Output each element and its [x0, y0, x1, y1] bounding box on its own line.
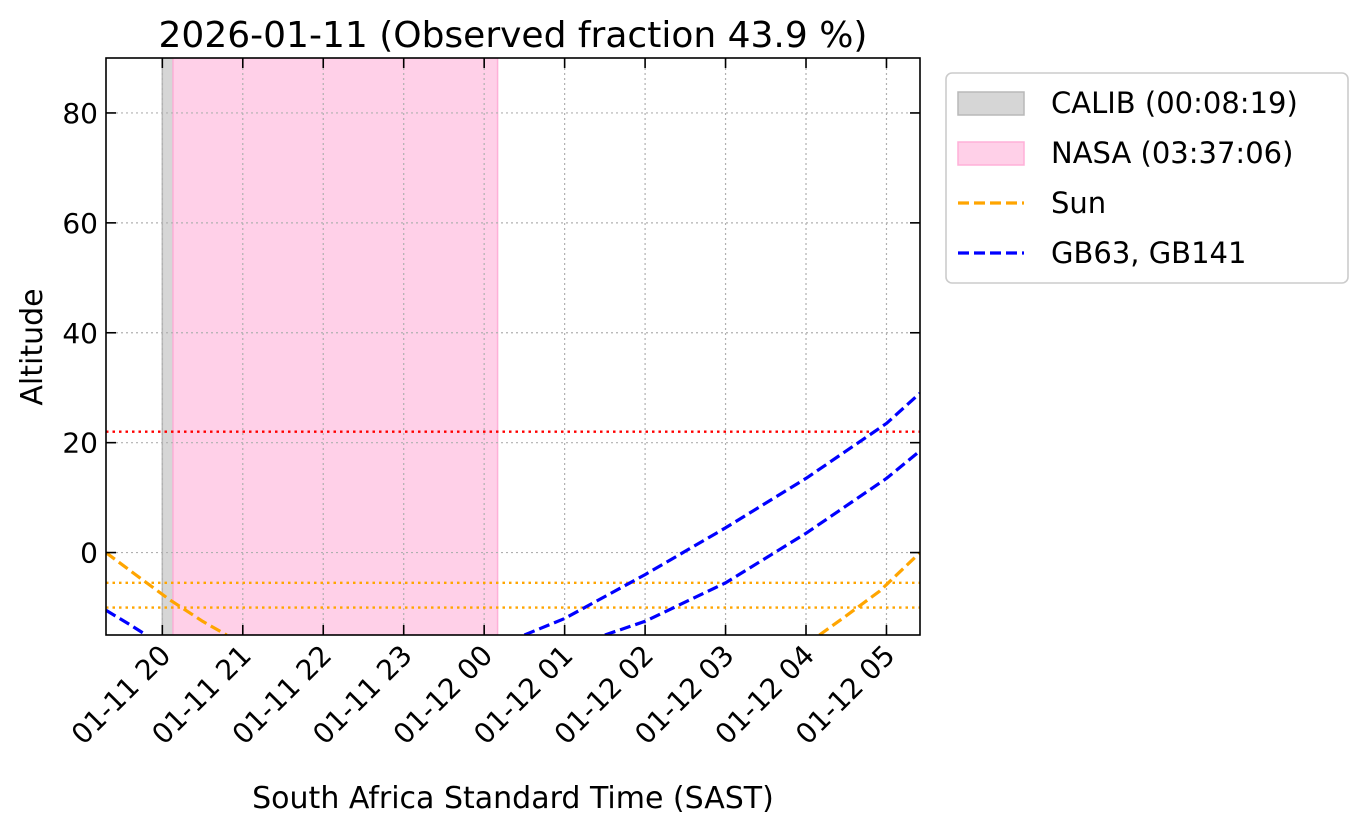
x-axis-label: South Africa Standard Time (SAST): [252, 781, 774, 816]
series-lines: [106, 392, 920, 635]
y-tick-label-4: 80: [62, 97, 98, 130]
y-tick-label-2: 40: [62, 317, 98, 350]
legend: CALIB (00:08:19) NASA (03:37:06) Sun GB63, …: [945, 72, 1349, 284]
plot-frame: [105, 57, 921, 636]
legend-label-3: GB63, GB141: [1051, 236, 1246, 270]
series-line-2: [106, 608, 148, 635]
legend-label-0: CALIB (00:08:19): [1051, 86, 1298, 120]
series-line-4: [604, 449, 920, 635]
legend-swatch-1: [957, 141, 1025, 166]
shaded-spans: [161, 58, 499, 635]
legend-frame: [945, 72, 1349, 284]
chart-title: 2026-01-11 (Observed fraction 43.9 %): [159, 15, 868, 56]
grid: [106, 58, 920, 635]
y-tick-label-1: 20: [62, 427, 98, 460]
span-1: [172, 58, 499, 635]
y-tick-label-0: 0: [80, 537, 98, 570]
legend-swatch-0: [957, 91, 1025, 116]
y-axis-label: Altitude: [15, 288, 50, 405]
y-tick-label-3: 60: [62, 207, 98, 240]
series-line-0: [106, 551, 228, 635]
legend-label-2: Sun: [1051, 186, 1106, 220]
threshold-lines: [106, 430, 920, 609]
span-0: [161, 58, 174, 635]
series-line-1: [818, 551, 920, 635]
legend-label-1: NASA (03:37:06): [1051, 136, 1293, 170]
series-line-3: [523, 392, 920, 635]
